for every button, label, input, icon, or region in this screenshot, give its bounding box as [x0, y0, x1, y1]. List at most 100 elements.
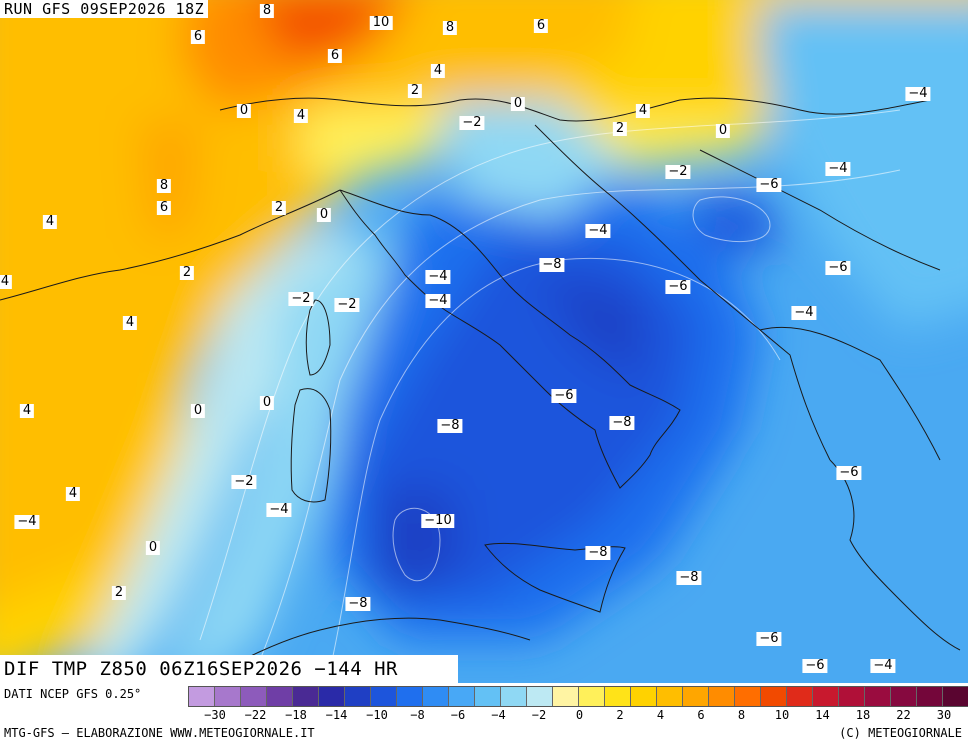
- isoline-label: 6: [156, 201, 172, 215]
- colorbar-swatch: [241, 687, 267, 706]
- colorbar-tick-label: −22: [244, 708, 267, 722]
- colorbar-swatch: [345, 687, 371, 706]
- colorbar-tick-label: 22: [896, 708, 911, 722]
- colorbar-swatch: [397, 687, 423, 706]
- temperature-anomaly-map: [0, 0, 968, 683]
- isoline-label: −2: [459, 116, 485, 130]
- colorbar-tick-label: −6: [450, 708, 466, 722]
- colorbar-tick-label: −30: [204, 708, 226, 722]
- isoline-label: −2: [665, 165, 691, 179]
- coastlines: [0, 97, 961, 683]
- field-title: DIF TMP Z850 06Z16SEP2026 −144 HR: [0, 655, 458, 683]
- isoline-label: 4: [430, 64, 446, 78]
- isoline-label: 2: [179, 266, 195, 280]
- isoline-label: 0: [259, 396, 275, 410]
- colorbar-tick-label: −14: [325, 708, 348, 722]
- colorbar-swatch: [501, 687, 527, 706]
- colorbar-swatch: [553, 687, 579, 706]
- colorbar-swatch: [579, 687, 605, 706]
- colorbar-tick-label: −4: [491, 708, 506, 722]
- isoline-label: −4: [266, 503, 292, 517]
- isoline-label: 0: [145, 541, 161, 555]
- isoline-label: −4: [425, 294, 451, 308]
- colorbar-swatch: [215, 687, 241, 706]
- isoline-label: 6: [327, 49, 343, 63]
- isoline-label: −8: [539, 258, 565, 272]
- colorbar-swatch: [839, 687, 865, 706]
- colorbar-swatch: [917, 687, 943, 706]
- isoline-label: −4: [825, 162, 851, 176]
- isoline-label: −8: [585, 546, 611, 560]
- colorbar-swatch: [293, 687, 319, 706]
- colorbar-swatch: [267, 687, 293, 706]
- colorbar-tick-label: 8: [737, 708, 746, 722]
- isoline-label: −6: [756, 632, 782, 646]
- colorbar-swatch: [371, 687, 397, 706]
- isoline-label: 4: [635, 104, 651, 118]
- isoline-label: −4: [905, 87, 931, 101]
- colorbar-swatch: [319, 687, 345, 706]
- credit-left: MTG-GFS — ELABORAZIONE WWW.METEOGIORNALE…: [4, 726, 315, 740]
- isoline-label: −6: [802, 659, 828, 673]
- colorbar-tick-label: −10: [366, 708, 388, 722]
- colorbar-tick-label: 6: [697, 708, 705, 722]
- isoline-label: −10: [421, 514, 455, 528]
- colorbar-swatch: [943, 687, 968, 706]
- isoline-label: 4: [65, 487, 81, 501]
- isoline-label: −6: [551, 389, 577, 403]
- colorbar-tick-label: 2: [616, 708, 624, 722]
- legend-footer: DATI NCEP GFS 0.25° −30 −22 −18 −14 −10 −8 −6−…: [0, 683, 968, 745]
- isoline-label: −2: [288, 292, 314, 306]
- isoline-label: 0: [316, 208, 332, 222]
- colorbar-tick-label: 0: [575, 708, 584, 722]
- isoline-label: 8: [442, 21, 458, 35]
- colorbar-swatch: [709, 687, 735, 706]
- colorbar-tick-label: 30: [936, 708, 952, 722]
- colorbar-tick-label: 4: [656, 708, 665, 722]
- run-title: RUN GFS 09SEP2026 18Z: [0, 0, 209, 18]
- isoline-label: 4: [122, 316, 138, 330]
- colorbar-tick-label: −18: [285, 708, 307, 722]
- colorbar-swatch: [449, 687, 475, 706]
- isolines: [199, 109, 901, 671]
- colorbar-swatch: [631, 687, 657, 706]
- isoline-label: 8: [259, 4, 275, 18]
- isoline-label: 6: [190, 30, 206, 44]
- isoline-label: 8: [156, 179, 172, 193]
- isoline-label: −8: [609, 416, 635, 430]
- isoline-label: 0: [190, 404, 206, 418]
- isoline-label: 0: [510, 97, 526, 111]
- colorbar-swatch: [735, 687, 761, 706]
- isoline-label: −4: [14, 515, 40, 529]
- colorbar-swatch: [891, 687, 917, 706]
- isoline-label: −4: [870, 659, 896, 673]
- colorbar-swatch: [865, 687, 891, 706]
- colorbar-swatch: [787, 687, 813, 706]
- colorbar-tick-label: −8: [410, 708, 425, 722]
- colorbar-swatch: [423, 687, 449, 706]
- isoline-label: 0: [715, 124, 731, 138]
- isoline-label: 4: [293, 109, 309, 123]
- isoline-label: −6: [836, 466, 862, 480]
- colorbar-swatch: [657, 687, 683, 706]
- map-canvas: [0, 0, 968, 683]
- isoline-label: −6: [665, 280, 691, 294]
- colorbar-swatch: [475, 687, 501, 706]
- isoline-label: −8: [676, 571, 702, 585]
- colorbar-ticks: −30 −22 −18 −14 −10 −8 −6 −4 −2 0 2 4 6 8 10 14 18 22 30: [188, 708, 968, 724]
- isoline-label: 6: [533, 19, 549, 33]
- isoline-label: 0: [236, 104, 252, 118]
- colorbar-swatch: [683, 687, 709, 706]
- isoline-label: 2: [612, 122, 628, 136]
- isoline-label: −4: [585, 224, 611, 238]
- isoline-label: 2: [111, 586, 127, 600]
- colorbar-swatch: [813, 687, 839, 706]
- credit-right: (C) METEOGIORNALE: [839, 726, 962, 740]
- colorbar-swatch: [605, 687, 631, 706]
- isoline-label: 4: [19, 404, 35, 418]
- colorbar-swatch: [189, 687, 215, 706]
- isoline-label: −4: [791, 306, 817, 320]
- isoline-label: 4: [42, 215, 58, 229]
- colorbar-tick-label: 10: [774, 708, 790, 722]
- isoline-label: 2: [271, 201, 287, 215]
